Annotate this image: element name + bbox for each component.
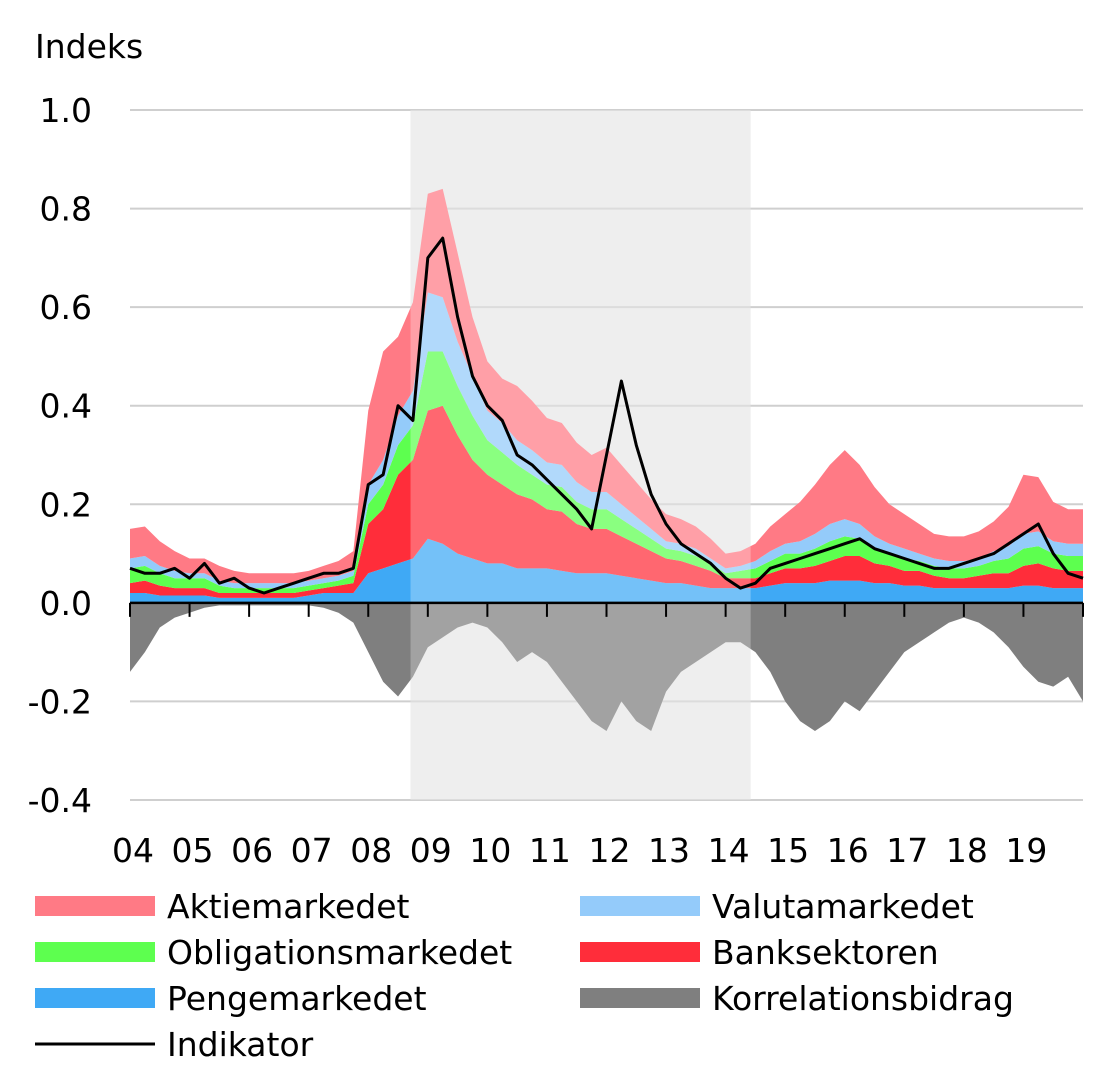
x-tick-label: 12 xyxy=(588,831,630,870)
x-tick-label: 17 xyxy=(886,831,928,870)
legend-label-banksektoren: Banksektoren xyxy=(712,933,939,972)
x-tick-label: 19 xyxy=(1005,831,1047,870)
x-tick-label: 13 xyxy=(648,831,690,870)
legend: Aktiemarkedet Valutamarkedet Obligationsma… xyxy=(35,887,1014,1064)
legend-swatch-valutamarkedet xyxy=(580,896,700,916)
y-tick-label: 0.4 xyxy=(40,387,92,426)
legend-label-pengemarkedet: Pengemarkedet xyxy=(167,979,427,1018)
legend-swatch-pengemarkedet xyxy=(35,988,155,1008)
y-tick-label: -0.4 xyxy=(28,781,92,820)
x-tick-label: 10 xyxy=(469,831,511,870)
y-tick-label: 0.2 xyxy=(40,485,92,524)
negative-areas xyxy=(130,110,1083,800)
indicator-line-layer xyxy=(129,236,1084,595)
legend-swatch-korrelationsbidrag xyxy=(580,988,700,1008)
y-tick-label: 0.0 xyxy=(40,584,92,623)
x-tick-label: 07 xyxy=(291,831,333,870)
legend-swatch-obligationsmarkedet xyxy=(35,942,155,962)
legend-label-indikator: Indikator xyxy=(167,1025,314,1064)
shaded-period-overlay xyxy=(410,110,751,800)
legend-swatch-banksektoren xyxy=(580,942,700,962)
axes xyxy=(129,601,1084,617)
x-tick-label: 16 xyxy=(827,831,869,870)
legend-label-korrelationsbidrag: Korrelationsbidrag xyxy=(712,979,1014,1018)
x-tick-label: 15 xyxy=(767,831,809,870)
legend-label-valutamarkedet: Valutamarkedet xyxy=(712,887,974,926)
indicator-line xyxy=(129,236,1084,595)
x-tick-label: 05 xyxy=(172,831,214,870)
x-tick-label: 14 xyxy=(708,831,750,870)
area-obligationsmarkedet xyxy=(130,351,1083,593)
area-valutamarkedet xyxy=(130,292,1083,589)
area-korrelationsbidrag xyxy=(130,602,1083,731)
y-tick-label: 0.6 xyxy=(40,288,92,327)
x-tick-label: 18 xyxy=(946,831,988,870)
y-tick-label: -0.2 xyxy=(28,682,92,721)
x-tick-label: 11 xyxy=(529,831,571,870)
area-pengemarkedet xyxy=(130,538,1083,603)
legend-label-aktiemarkedet: Aktiemarkedet xyxy=(167,887,410,926)
x-tick-label: 09 xyxy=(410,831,452,870)
y-axis-label: Indeks xyxy=(35,27,143,66)
y-tick-label: 0.8 xyxy=(40,190,92,229)
y-tick-labels: 1.0 0.8 0.6 0.4 0.2 0.0 -0.2 -0.4 xyxy=(28,91,92,820)
legend-label-obligationsmarkedet: Obligationsmarkedet xyxy=(167,933,512,972)
x-tick-label: 08 xyxy=(350,831,392,870)
y-tick-label: 1.0 xyxy=(40,91,92,130)
area-banksektoren xyxy=(130,405,1083,598)
x-tick-label: 06 xyxy=(231,831,273,870)
legend-swatch-aktiemarkedet xyxy=(35,896,155,916)
x-tick-label: 04 xyxy=(112,831,154,870)
x-tick-labels: 04 05 06 07 08 09 10 11 12 13 14 15 16 17 18 19 xyxy=(112,831,1047,870)
